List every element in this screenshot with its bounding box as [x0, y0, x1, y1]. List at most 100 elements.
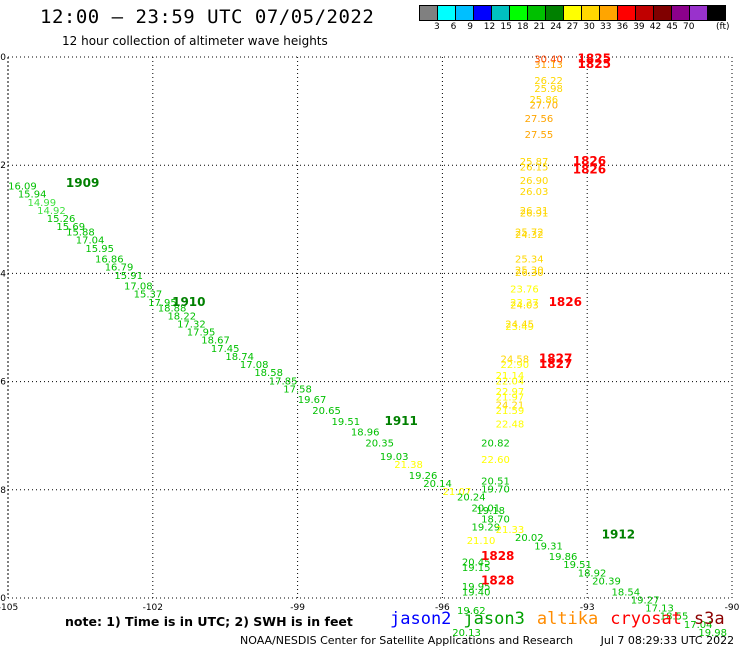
wave-height-value: 17.32 — [177, 320, 206, 331]
pass-number-label: 1826 — [549, 295, 582, 309]
legend-labels: 3 6 9 12 15 18 21 24 27 30 33 36 39 42 45 70 (ft) — [420, 22, 740, 34]
wave-height-value: 26.90 — [520, 176, 549, 187]
pass-number-label: 1909 — [66, 176, 99, 190]
wave-height-value: 30.40 — [534, 54, 563, 65]
wave-height-value: 27.55 — [525, 130, 554, 141]
wave-height-value: 19.67 — [298, 395, 327, 406]
legend-label: 24 — [550, 22, 562, 32]
wave-height-value: 20.24 — [457, 493, 486, 504]
wave-height-value: 14.99 — [27, 198, 56, 209]
satellite-cryosat: cryosat — [610, 609, 682, 629]
wave-height-value: 19.98 — [698, 628, 727, 639]
wave-height-value: 20.65 — [312, 406, 341, 417]
x-tick-label: -96 — [435, 603, 450, 613]
wave-height-value: 26.22 — [534, 76, 563, 87]
wave-height-value: 17.13 — [645, 604, 674, 615]
legend-label: 36 — [616, 22, 629, 32]
wave-height-value: 19.15 — [462, 563, 491, 574]
map-frame — [7, 56, 733, 599]
wave-height-value: 26.15 — [520, 163, 549, 174]
x-tick-label: -90 — [725, 603, 740, 613]
wave-height-value: 20.39 — [592, 576, 621, 587]
legend-label: 45 — [666, 22, 678, 32]
wave-height-value: 17.85 — [269, 376, 298, 387]
legend-label: 9 — [467, 22, 473, 32]
wave-height-value: 19.31 — [534, 541, 563, 552]
wave-height-value: 25.98 — [534, 84, 563, 95]
pass-number-label: 1828 — [481, 573, 514, 587]
wave-height-value: 24.45 — [505, 320, 534, 331]
wave-height-value: 15.69 — [56, 222, 85, 233]
wave-height-value: 17.04 — [684, 620, 713, 631]
wave-height-value: 18.55 — [660, 612, 689, 623]
wave-height-value: 23.27 — [510, 298, 539, 309]
pass-number-label: 1827 — [539, 357, 572, 371]
wave-height-value: 25.34 — [515, 255, 544, 266]
wave-height-value: 18.54 — [611, 587, 640, 598]
wave-height-value: 24.03 — [510, 301, 539, 312]
map-subtitle: 12 hour collection of altimeter wave hei… — [62, 34, 328, 48]
timestamp-text: Jul 7 08:29:33 UTC 2022 — [600, 634, 735, 647]
y-tick-label: -58 — [0, 486, 6, 496]
wave-height-value: 18.22 — [167, 311, 196, 322]
wave-height-value: 17.95 — [187, 328, 216, 339]
wave-height-value: 20.51 — [481, 476, 510, 487]
wave-height-value: 24.32 — [515, 230, 544, 241]
satellite-jason2: jason2 — [390, 609, 452, 629]
wave-height-value: 20.45 — [462, 558, 491, 569]
y-tick-label: -60 — [0, 594, 6, 604]
wave-height-value: 25.86 — [529, 95, 558, 106]
legend-unit: (ft) — [716, 22, 730, 32]
legend-label: 42 — [649, 22, 662, 32]
pass-number-label: 1826 — [573, 154, 606, 168]
wave-height-value: 18.67 — [201, 336, 230, 347]
wave-height-value: 25.30 — [515, 265, 544, 276]
wave-height-value: 19.27 — [631, 595, 660, 606]
wave-height-value: 19.40 — [462, 587, 491, 598]
wave-height-value: 20.01 — [472, 503, 501, 514]
wave-height-value: 21.10 — [467, 536, 496, 547]
x-tick-label: -102 — [143, 603, 163, 613]
wave-height-value: 27.56 — [525, 114, 554, 125]
wave-height-value: 20.14 — [423, 479, 452, 490]
wave-height-value: 21.59 — [496, 406, 525, 417]
wave-height-value: 19.62 — [457, 606, 486, 617]
wave-height-value: 16.09 — [8, 182, 37, 193]
pass-number-label: 1912 — [602, 527, 635, 541]
x-tick-label: -93 — [580, 603, 595, 613]
pass-number-label: 1825 — [578, 51, 611, 65]
legend-label: 15 — [500, 22, 512, 32]
legend-label: 39 — [633, 22, 645, 32]
wave-height-value: 19.18 — [476, 506, 505, 517]
wave-height-value: 18.92 — [578, 568, 607, 579]
wave-height-value: 21.97 — [496, 393, 525, 404]
wave-height-value: 26.91 — [520, 209, 549, 220]
wave-height-value: 16.79 — [105, 263, 134, 274]
pass-number-label: 1826 — [573, 162, 606, 176]
wave-height-color-legend — [419, 5, 726, 21]
y-tick-label: -50 — [0, 53, 6, 63]
x-tick-label: -99 — [290, 603, 305, 613]
wave-height-value: 23.49 — [505, 322, 534, 333]
satellite-altika: altika — [536, 609, 599, 629]
wave-height-value: 15.94 — [18, 190, 47, 201]
legend-label: 70 — [683, 22, 695, 32]
wave-height-value: 22.90 — [500, 360, 529, 371]
wave-height-value: 19.86 — [549, 552, 578, 563]
wave-height-value: 17.95 — [148, 298, 177, 309]
wave-height-value: 24.58 — [500, 355, 529, 366]
legend-label: 6 — [450, 22, 457, 32]
wave-height-value: 17.45 — [211, 344, 240, 355]
wave-height-value: 19.51 — [563, 560, 592, 571]
wave-height-value: 26.03 — [520, 187, 549, 198]
wave-height-value: 19.95 — [462, 582, 491, 593]
satellite-legend: jason2 jason3 altika cryosat s3a — [390, 609, 737, 629]
wave-height-value: 26.31 — [520, 206, 549, 217]
pass-number-label: 1825 — [578, 57, 611, 71]
wave-height-value: 25.87 — [520, 157, 549, 168]
wave-height-value: 27.70 — [529, 100, 558, 111]
legend-label: 33 — [600, 22, 612, 32]
wave-height-value: 21.14 — [496, 371, 525, 382]
wave-height-value: 15.91 — [114, 271, 143, 282]
